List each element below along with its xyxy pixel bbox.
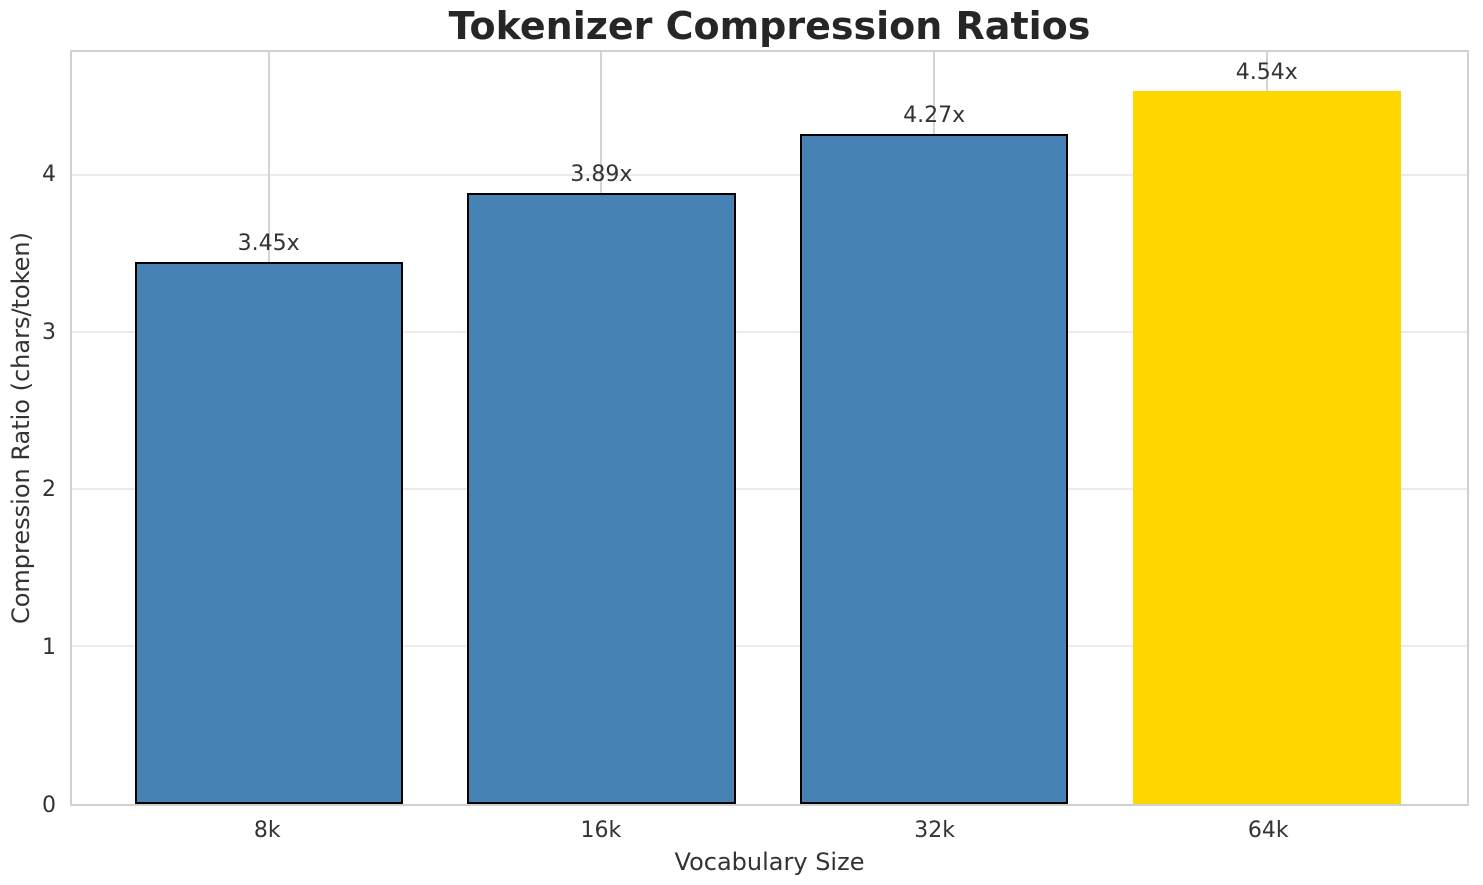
y-tick-1: 1	[42, 635, 56, 661]
bar-8k	[134, 262, 403, 804]
bar-value-label-32k: 4.27x	[903, 102, 966, 128]
x-axis-label: Vocabulary Size	[674, 848, 865, 876]
chart-title: Tokenizer Compression Ratios	[448, 4, 1091, 48]
bar-64k	[1132, 91, 1401, 804]
x-tick-8k: 8k	[253, 818, 281, 843]
y-tick-4: 4	[42, 161, 56, 187]
bar-16k	[467, 193, 736, 804]
h-gridline-3	[72, 331, 1467, 334]
y-axis-label: Compression Ratio (chars/token)	[7, 231, 35, 625]
h-gridline-2	[72, 488, 1467, 491]
y-tick-2: 2	[42, 477, 56, 503]
plot-area: 3.45x 3.89x 4.27x 4.54x	[70, 50, 1469, 806]
bar-value-label-8k: 3.45x	[237, 231, 300, 257]
x-tick-64k: 64k	[1247, 818, 1289, 843]
y-tick-0: 0	[42, 793, 56, 818]
bar-value-label-16k: 3.89x	[570, 162, 633, 188]
h-gridline-1	[72, 645, 1467, 648]
y-tick-3: 3	[42, 319, 56, 345]
x-tick-32k: 32k	[914, 818, 955, 843]
x-tick-16k: 16k	[580, 818, 622, 843]
h-gridline-4	[72, 174, 1467, 177]
bar-value-label-64k: 4.54x	[1235, 60, 1298, 86]
bar-32k	[799, 133, 1069, 804]
